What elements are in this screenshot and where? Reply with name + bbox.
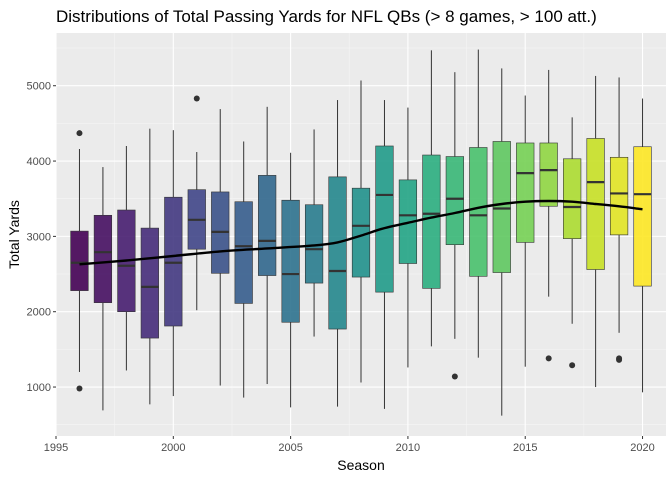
box-2000 [164, 130, 183, 397]
box-1996 [70, 130, 89, 392]
box-2019 [609, 77, 629, 363]
x-tick-label: 2015 [513, 442, 537, 454]
box-iqr [539, 142, 558, 207]
box-iqr [258, 175, 277, 276]
box-iqr [633, 146, 652, 287]
box-2005 [281, 152, 300, 408]
box-iqr [609, 156, 629, 236]
box-iqr [445, 156, 464, 245]
y-tick-label: 5000 [27, 81, 51, 93]
box-iqr [140, 227, 159, 339]
outlier-point [545, 355, 552, 362]
outlier-point [76, 130, 83, 137]
outlier-point [451, 373, 458, 380]
box-iqr [563, 158, 582, 239]
box-2008 [351, 80, 371, 383]
y-axis-ticks: 1000 2000 3000 4000 5000 [27, 81, 56, 394]
box-iqr [234, 201, 253, 304]
box-2016 [539, 69, 558, 362]
box-2020 [633, 98, 652, 393]
box-2009 [375, 100, 394, 409]
box-2007 [328, 100, 347, 407]
y-tick-label: 3000 [27, 231, 51, 243]
y-tick-label: 4000 [27, 156, 51, 168]
box-iqr [516, 142, 535, 243]
box-iqr [70, 230, 89, 291]
x-axis-ticks: 1995 2000 2005 2010 2015 2020 [44, 436, 655, 454]
box-2006 [304, 129, 324, 337]
outlier-point [616, 355, 623, 362]
x-axis-label: Season [337, 457, 384, 473]
box-2017 [563, 117, 582, 369]
box-iqr [281, 199, 300, 323]
box-2012 [445, 72, 464, 380]
box-1999 [140, 128, 159, 405]
box-2015 [516, 95, 535, 367]
y-tick-label: 2000 [27, 307, 51, 319]
box-2011 [422, 50, 441, 347]
box-2003 [234, 141, 253, 398]
outlier-point [76, 385, 83, 392]
y-tick-label: 1000 [27, 382, 51, 394]
x-tick-label: 2000 [161, 442, 185, 454]
box-iqr [422, 154, 441, 289]
y-axis-label: Total Yards [6, 200, 22, 269]
x-tick-label: 2010 [396, 442, 420, 454]
chart-title: Distributions of Total Passing Yards for… [56, 7, 597, 26]
smooth-trend-line [79, 199, 643, 266]
box-iqr [375, 145, 394, 293]
box-2014 [492, 68, 511, 416]
box-series [70, 49, 652, 416]
outlier-point [193, 95, 200, 102]
box-1997 [93, 167, 113, 411]
box-2004 [258, 106, 277, 385]
box-iqr [164, 196, 183, 327]
box-iqr [492, 141, 511, 273]
box-2001 [187, 95, 206, 311]
outlier-point [569, 362, 576, 369]
x-tick-label: 2005 [278, 442, 302, 454]
box-iqr [469, 147, 488, 277]
x-tick-label: 2020 [630, 442, 654, 454]
box-iqr [93, 214, 113, 303]
box-iqr [328, 176, 347, 330]
box-2013 [469, 49, 488, 358]
x-tick-label: 1995 [44, 442, 68, 454]
